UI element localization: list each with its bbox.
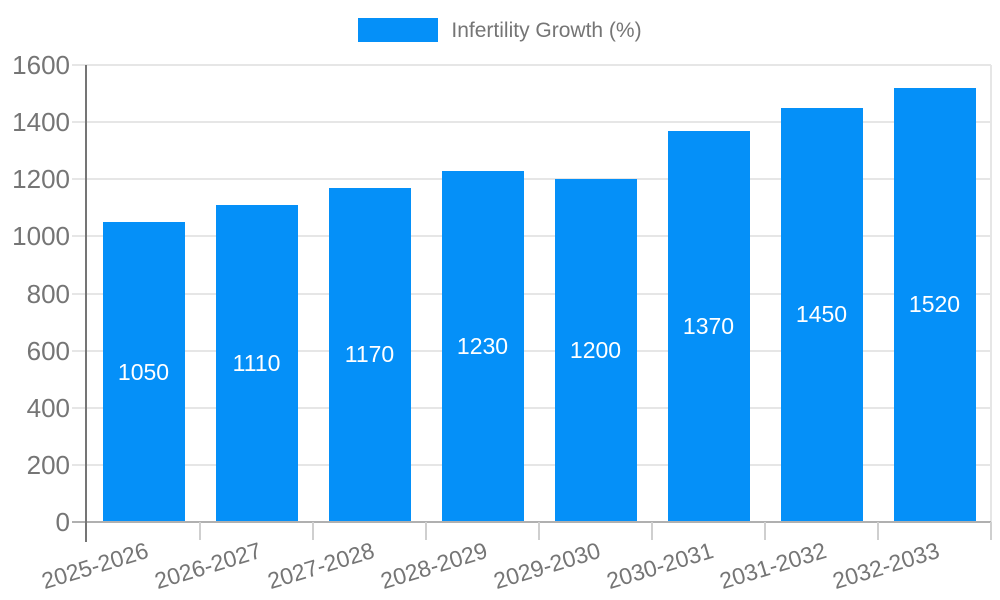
bar: 1050 [102,222,185,522]
x-axis-tick [764,522,766,540]
y-axis-tick-label: 1400 [12,107,70,138]
bar-value-label: 1170 [344,341,395,368]
bar-value-label: 1520 [908,291,961,318]
gridline [72,121,991,124]
x-axis-tick [990,522,992,540]
y-axis-tick-label: 200 [26,449,70,480]
y-axis-tick-label: 400 [26,392,70,423]
x-axis-label: 2026-2027 [151,537,264,595]
x-axis-tick [538,522,540,540]
x-axis-tick [877,522,879,540]
bar: 1520 [893,87,976,522]
gridline [72,463,991,466]
x-axis-label: 2025-2026 [38,537,151,595]
x-axis-label: 2032-2033 [829,537,942,595]
bar-value-label: 1200 [569,337,622,364]
bar-value-label: 1230 [456,332,509,359]
legend: Infertility Growth (%) [0,18,1000,42]
x-axis-label: 2028-2029 [377,537,490,595]
gridline [72,64,991,66]
x-axis-label: 2027-2028 [264,537,377,595]
y-axis-tick-label: 1000 [12,221,70,252]
y-axis-tick-label: 1600 [12,50,70,80]
bar: 1370 [667,130,750,522]
x-axis-label: 2029-2030 [490,537,603,595]
legend-label: Infertility Growth (%) [451,18,642,42]
y-axis-line [85,65,87,542]
bar-value-label: 1370 [682,312,735,339]
gridline [72,178,991,181]
gridline [72,235,991,238]
x-axis-tick [425,522,427,540]
plot-right-border [990,65,992,522]
y-axis-tick-label: 800 [26,278,70,309]
y-axis-tick-label: 600 [26,335,70,366]
bar: 1200 [554,179,637,522]
bar: 1230 [441,170,524,522]
x-axis-tick [651,522,653,540]
y-axis-tick-label: 1200 [12,164,70,195]
gridline [72,292,991,295]
x-axis-tick [312,522,314,540]
bar-value-label: 1050 [117,358,170,385]
x-axis-label: 2031-2032 [716,537,829,595]
y-axis-tick-label: 0 [55,507,70,537]
bar-value-label: 1450 [795,301,848,328]
bar: 1450 [780,107,863,522]
bar: 1110 [215,204,298,522]
legend-swatch [358,18,439,42]
gridline [72,349,991,352]
gridline [72,406,991,409]
x-axis-label: 2030-2031 [603,537,716,595]
bar: 1170 [328,187,411,522]
x-axis-tick [199,522,201,540]
x-axis-line [72,521,991,523]
bar-value-label: 1110 [232,349,281,376]
